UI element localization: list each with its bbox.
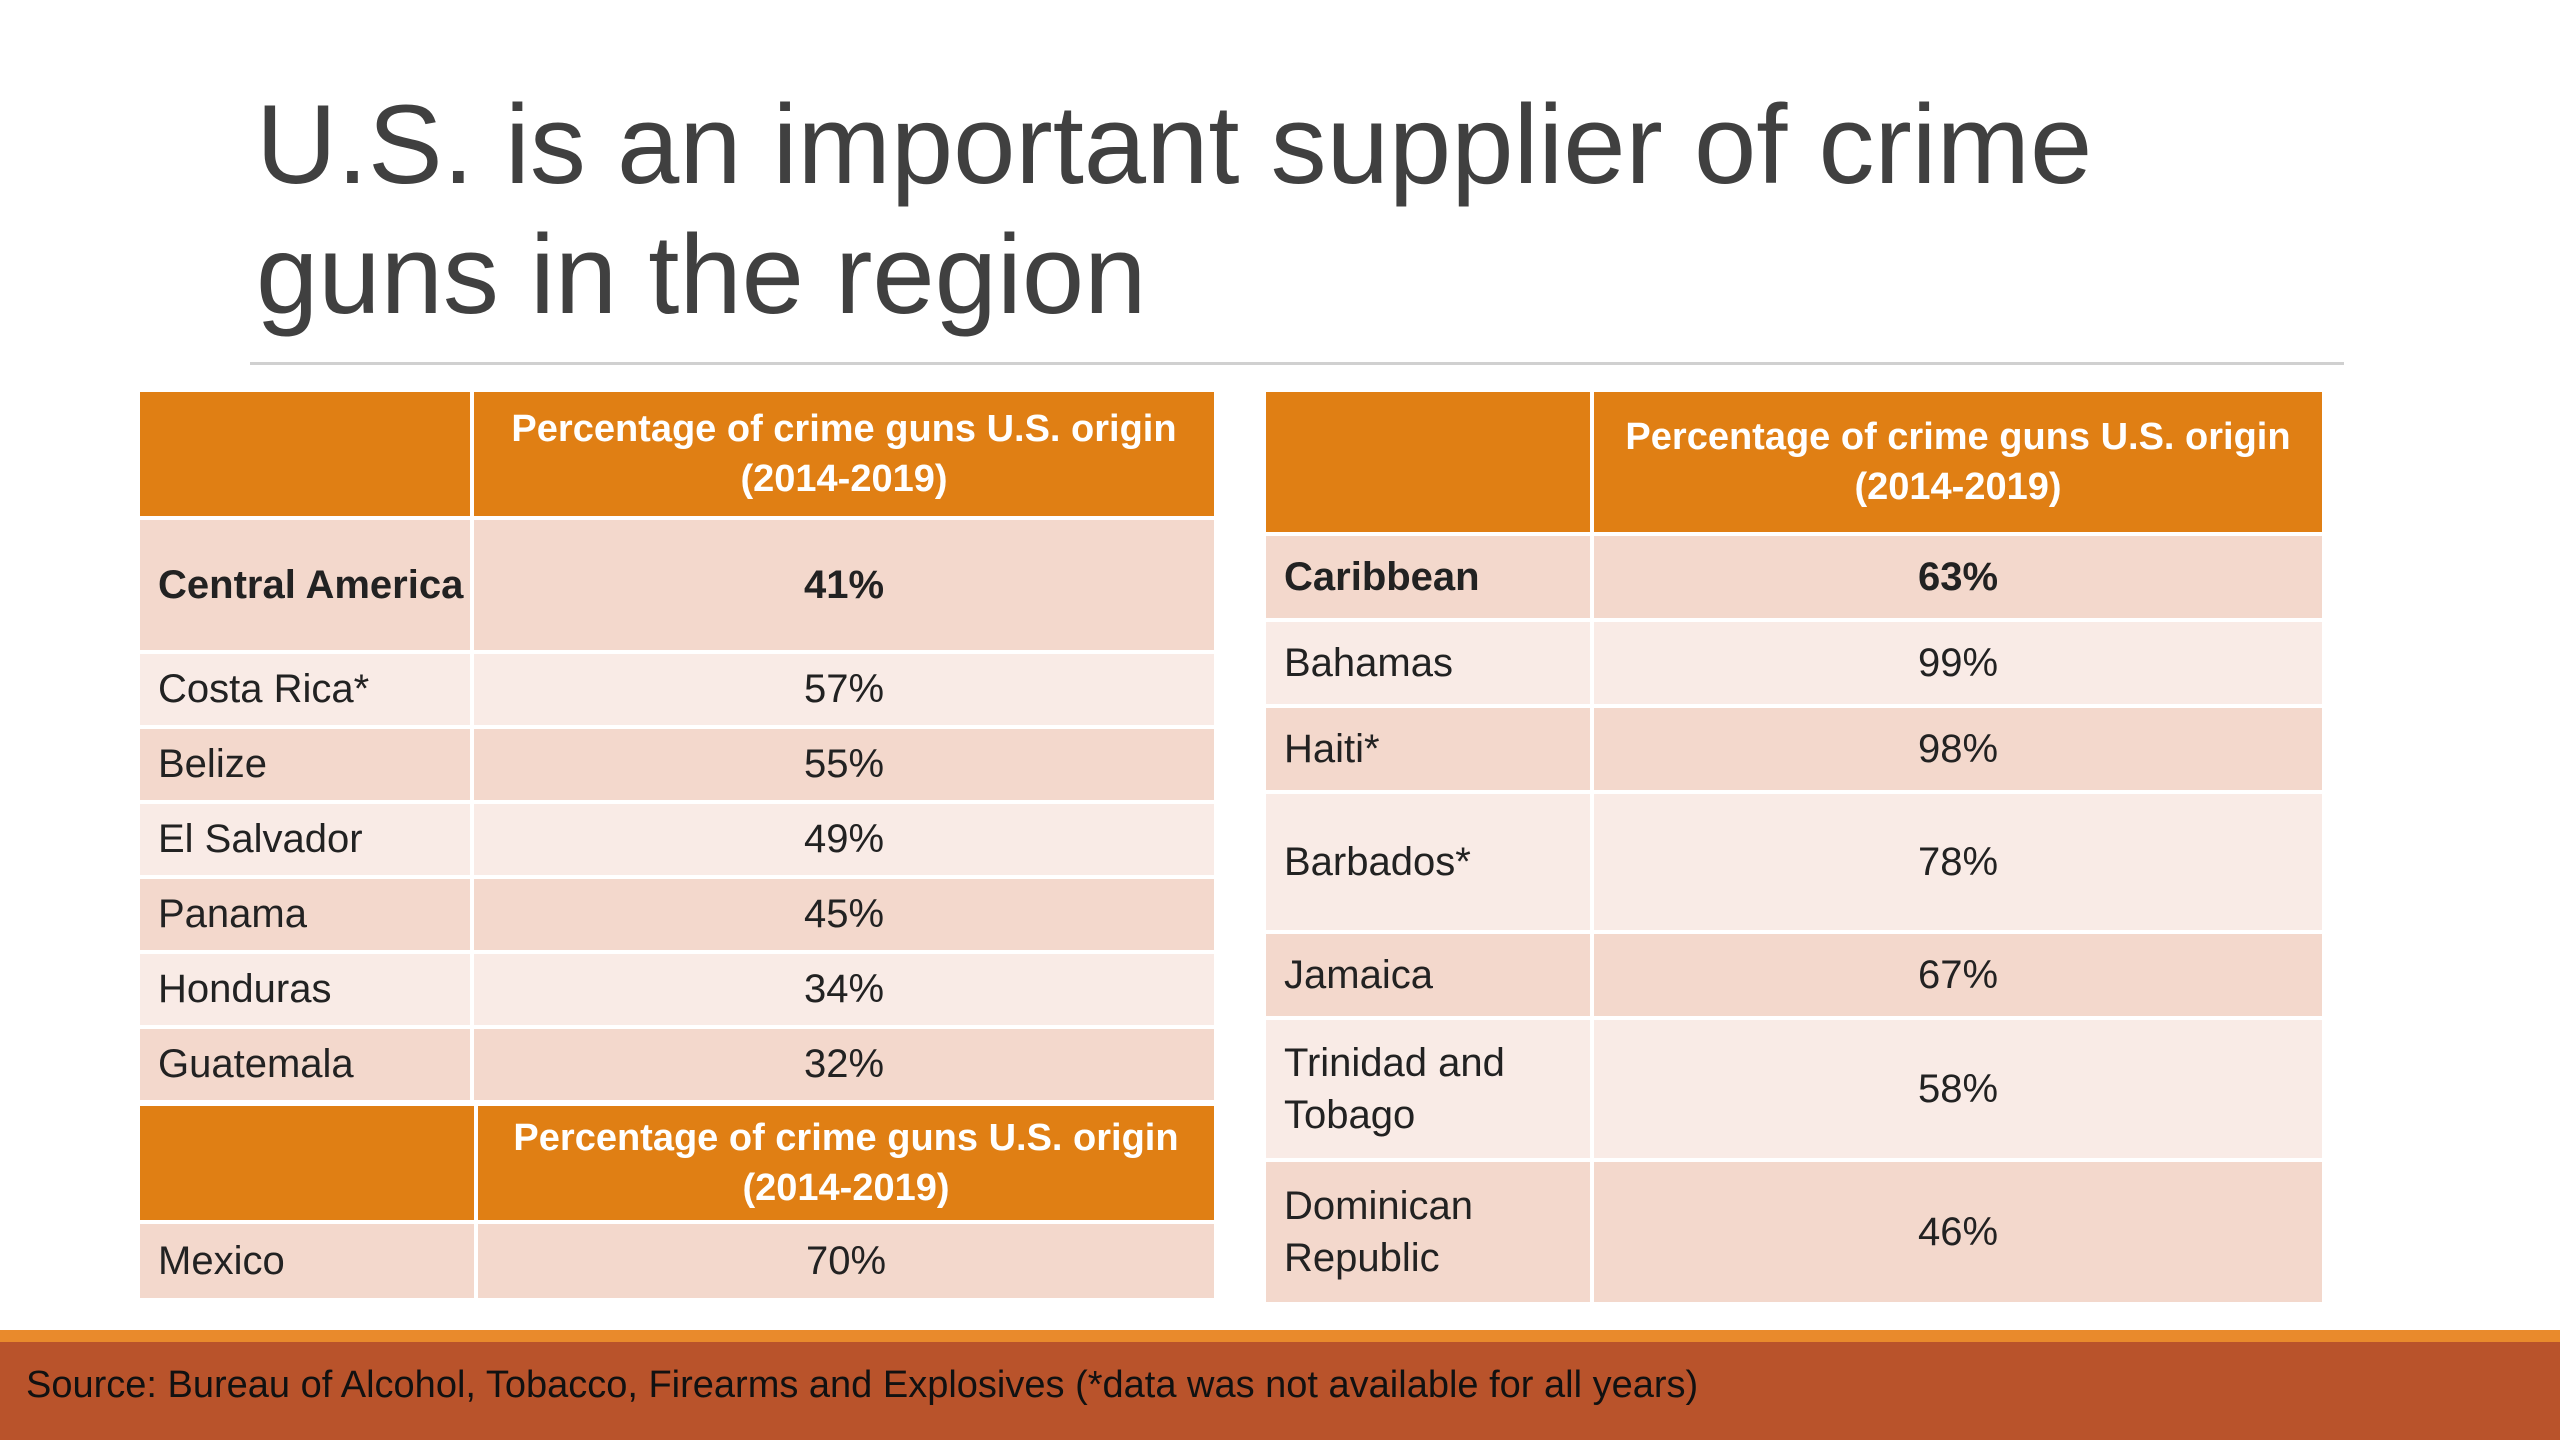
slide-title: U.S. is an important supplier of crime g… — [256, 82, 2093, 337]
row-name: Dominican Republic — [1266, 1162, 1594, 1306]
table-row: Belize 55% — [140, 729, 1214, 804]
table-row: Costa Rica* 57% — [140, 654, 1214, 729]
header-label-line1: Percentage of crime guns U.S. origin — [1625, 416, 2291, 458]
row-value: 67% — [1594, 934, 2322, 1020]
header-label-line2: (2014-2019) — [740, 458, 948, 500]
header-label-line1: Percentage of crime guns U.S. origin — [511, 408, 1177, 450]
table-row: El Salvador 49% — [140, 804, 1214, 879]
footer-accent-line — [0, 1330, 2560, 1342]
central-america-table: Percentage of crime guns U.S. origin (20… — [140, 392, 1214, 1104]
table-row: Dominican Republic 46% — [1266, 1162, 2322, 1306]
row-value: 45% — [474, 879, 1214, 954]
table-row-central-america: Central America 41% — [140, 520, 1214, 654]
row-value: 58% — [1594, 1020, 2322, 1162]
row-name: Bahamas — [1266, 622, 1594, 708]
table-row: Barbados* 78% — [1266, 794, 2322, 934]
header-label-line2: (2014-2019) — [1854, 466, 2062, 508]
title-divider — [250, 362, 2344, 365]
row-name: Caribbean — [1266, 536, 1594, 622]
header-cell-percentage: Percentage of crime guns U.S. origin (20… — [474, 392, 1214, 520]
table-row: Bahamas 99% — [1266, 622, 2322, 708]
table-row-mexico: Mexico 70% — [140, 1224, 1214, 1302]
table-row: Panama 45% — [140, 879, 1214, 954]
table-row-caribbean: Caribbean 63% — [1266, 536, 2322, 622]
header-cell-percentage: Percentage of crime guns U.S. origin (20… — [1594, 392, 2322, 536]
row-name: Jamaica — [1266, 934, 1594, 1020]
header-cell-empty — [140, 392, 474, 520]
row-value: 98% — [1594, 708, 2322, 794]
caribbean-table: Percentage of crime guns U.S. origin (20… — [1266, 392, 2322, 1306]
row-value: 70% — [478, 1224, 1214, 1302]
row-value: 99% — [1594, 622, 2322, 708]
row-name: Costa Rica* — [140, 654, 474, 729]
header-cell-percentage: Percentage of crime guns U.S. origin (20… — [478, 1106, 1214, 1224]
header-label-line2: (2014-2019) — [742, 1167, 950, 1209]
header-cell-empty — [140, 1106, 478, 1224]
row-name: Honduras — [140, 954, 474, 1029]
row-value: 32% — [474, 1029, 1214, 1104]
row-value: 49% — [474, 804, 1214, 879]
row-name: Mexico — [140, 1224, 478, 1302]
table-header-row: Percentage of crime guns U.S. origin (20… — [140, 392, 1214, 520]
row-name: Central America — [140, 520, 474, 654]
row-name: Trinidad and Tobago — [1266, 1020, 1594, 1162]
row-name: El Salvador — [140, 804, 474, 879]
table-header-row: Percentage of crime guns U.S. origin (20… — [140, 1106, 1214, 1224]
row-value: 63% — [1594, 536, 2322, 622]
header-cell-empty — [1266, 392, 1594, 536]
mexico-table: Percentage of crime guns U.S. origin (20… — [140, 1106, 1214, 1302]
footer-bar: Source: Bureau of Alcohol, Tobacco, Fire… — [0, 1342, 2560, 1440]
table-row: Haiti* 98% — [1266, 708, 2322, 794]
table-header-row: Percentage of crime guns U.S. origin (20… — [1266, 392, 2322, 536]
row-name: Belize — [140, 729, 474, 804]
table-row: Guatemala 32% — [140, 1029, 1214, 1104]
row-name: Haiti* — [1266, 708, 1594, 794]
row-value: 41% — [474, 520, 1214, 654]
row-name: Guatemala — [140, 1029, 474, 1104]
row-value: 57% — [474, 654, 1214, 729]
header-label-line1: Percentage of crime guns U.S. origin — [513, 1117, 1179, 1159]
row-value: 46% — [1594, 1162, 2322, 1306]
table-row: Trinidad and Tobago 58% — [1266, 1020, 2322, 1162]
table-row: Jamaica 67% — [1266, 934, 2322, 1020]
row-value: 78% — [1594, 794, 2322, 934]
row-name: Panama — [140, 879, 474, 954]
table-row: Honduras 34% — [140, 954, 1214, 1029]
row-value: 55% — [474, 729, 1214, 804]
row-value: 34% — [474, 954, 1214, 1029]
source-note: Source: Bureau of Alcohol, Tobacco, Fire… — [26, 1364, 1699, 1406]
row-name: Barbados* — [1266, 794, 1594, 934]
